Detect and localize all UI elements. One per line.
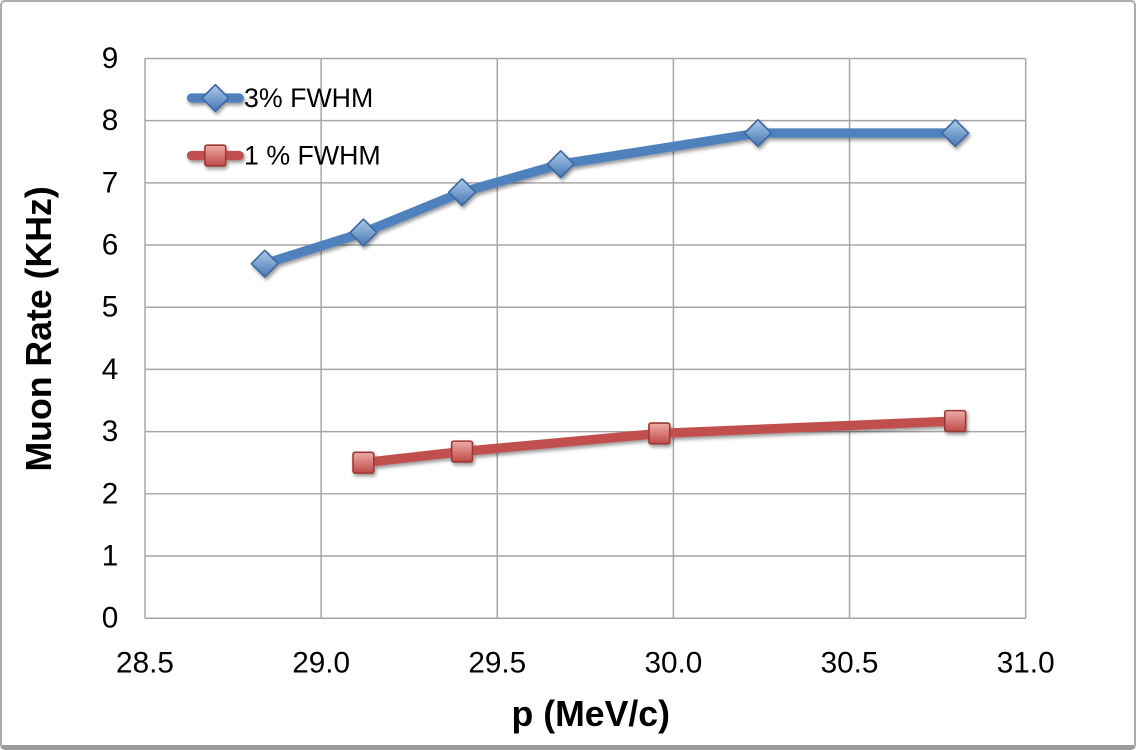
- x-tick-label: 28.5: [116, 646, 174, 679]
- y-tick-label: 3: [102, 415, 119, 448]
- square-marker: [944, 409, 967, 433]
- diamond-marker: [743, 118, 773, 148]
- legend-sample: [186, 144, 244, 167]
- series-0: [250, 118, 970, 278]
- legend: 3% FWHM 1 % FWHM: [186, 83, 381, 171]
- y-tick-label: 9: [102, 42, 119, 75]
- tick-labels: 28.5 29.0 29.5 30.0 30.5 31.0 0 1 2 3 4 5 6 7 8 9: [102, 42, 1055, 679]
- diamond-marker: [201, 83, 230, 113]
- legend-item-1: 1 % FWHM: [186, 141, 381, 171]
- legend-label: 1 % FWHM: [244, 141, 381, 171]
- legend-item-0: 3% FWHM: [186, 83, 373, 113]
- y-tick-label: 5: [102, 291, 119, 324]
- x-tick-label: 30.0: [644, 646, 702, 679]
- diamond-marker: [349, 218, 378, 247]
- y-tick-label: 0: [102, 602, 119, 635]
- y-tick-label: 2: [102, 477, 119, 510]
- diamond-marker: [447, 178, 477, 207]
- y-tick-label: 6: [102, 229, 119, 262]
- diamond-marker: [546, 150, 575, 179]
- x-tick-label: 30.5: [821, 646, 879, 679]
- x-axis-title: p (MeV/c): [512, 694, 671, 734]
- square-marker: [450, 440, 474, 463]
- y-axis-title: Muon Rate (KHz): [19, 186, 59, 471]
- y-tick-label: 1: [102, 540, 119, 573]
- series-0-line: [260, 128, 960, 269]
- legend-label: 3% FWHM: [244, 83, 373, 113]
- x-tick-label: 31.0: [997, 646, 1055, 679]
- diamond-marker: [250, 249, 279, 278]
- square-marker: [352, 451, 375, 474]
- series-1-line: [358, 416, 960, 468]
- y-tick-label: 8: [102, 104, 119, 137]
- legend-sample: [186, 83, 244, 113]
- x-tick-label: 29.0: [292, 646, 350, 679]
- gridlines: [144, 57, 1027, 619]
- series-1: [352, 409, 967, 474]
- square-marker: [648, 422, 671, 445]
- x-tick-label: 29.5: [468, 646, 526, 679]
- square-marker: [204, 144, 227, 167]
- diamond-marker: [941, 118, 970, 148]
- y-tick-label: 7: [102, 166, 119, 199]
- y-tick-label: 4: [102, 353, 119, 386]
